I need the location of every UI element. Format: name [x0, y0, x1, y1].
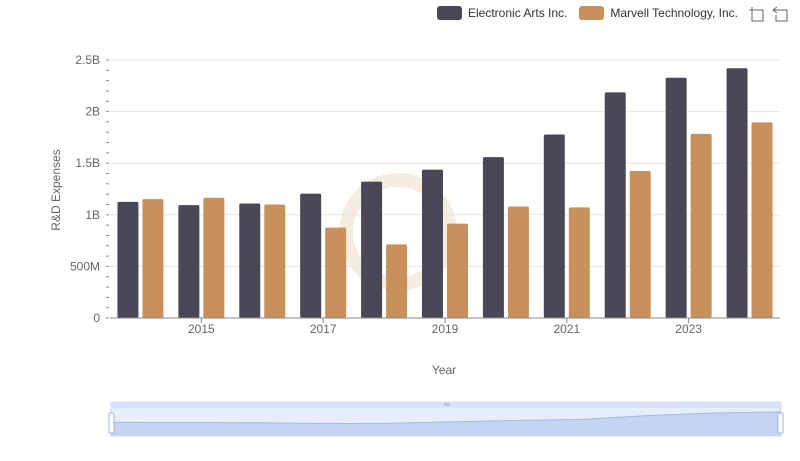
bar-marvell-2019[interactable]: [447, 223, 468, 318]
bar-marvell-2021[interactable]: [568, 207, 590, 318]
bar-marvell-2018[interactable]: [386, 244, 408, 318]
toolbox: [748, 6, 788, 22]
legend-item-electronic-arts[interactable]: Electronic Arts Inc.: [437, 6, 567, 20]
bar-series: [117, 68, 773, 319]
y-tick-label: 2.5B: [75, 53, 100, 67]
y-tick-label: 0: [93, 311, 100, 325]
x-axis-title: Year: [432, 363, 456, 377]
zoom-reset-icon[interactable]: [772, 6, 788, 22]
bar-marvell-2014[interactable]: [142, 199, 164, 318]
legend-swatch-marvell: [579, 6, 605, 20]
y-tick-label: 2B: [85, 105, 100, 119]
x-tick-label: 2019: [432, 322, 459, 336]
bar-electronic-arts-2021[interactable]: [543, 134, 565, 318]
datazoom-handle-left[interactable]: [108, 412, 115, 434]
y-axis-title: R&D Expenses: [49, 149, 63, 230]
bar-marvell-2024[interactable]: [751, 122, 773, 319]
bar-electronic-arts-2015[interactable]: [178, 205, 200, 318]
legend-swatch-electronic-arts: [437, 6, 462, 20]
legend-item-marvell[interactable]: Marvell Technology, Inc.: [579, 6, 738, 20]
bar-electronic-arts-2017[interactable]: [300, 193, 322, 318]
bar-electronic-arts-2018[interactable]: [361, 181, 383, 318]
bar-marvell-2022[interactable]: [629, 171, 651, 318]
bar-marvell-2017[interactable]: [325, 227, 347, 318]
legend-label-marvell: Marvell Technology, Inc.: [610, 6, 738, 20]
y-tick-label: 1.5B: [75, 156, 100, 170]
bar-electronic-arts-2023[interactable]: [665, 77, 687, 318]
legend: Electronic Arts Inc. Marvell Technology,…: [437, 4, 738, 22]
y-tick-label: 1B: [85, 208, 100, 222]
y-tick-label: 500M: [70, 259, 100, 273]
x-tick-label: 2017: [310, 322, 337, 336]
data-zoom-slider[interactable]: [108, 401, 784, 437]
datazoom-line: [110, 411, 782, 425]
bar-marvell-2020[interactable]: [507, 206, 529, 318]
datazoom-handle-right[interactable]: [777, 412, 784, 434]
bar-electronic-arts-2016[interactable]: [239, 203, 261, 318]
bar-marvell-2023[interactable]: [690, 133, 712, 318]
bar-electronic-arts-2024[interactable]: [726, 68, 748, 318]
bar-electronic-arts-2019[interactable]: [422, 169, 443, 318]
x-axis: 2015 2017 2019 2021 2023: [110, 317, 780, 336]
y-axis: 0 500M 1B 1.5B 2B 2.5B: [70, 53, 109, 325]
bar-marvell-2016[interactable]: [264, 204, 286, 318]
bar-electronic-arts-2014[interactable]: [117, 201, 139, 318]
x-tick-label: 2021: [553, 322, 580, 336]
x-tick-label: 2023: [675, 322, 702, 336]
bar-electronic-arts-2020[interactable]: [482, 157, 504, 318]
legend-label-electronic-arts: Electronic Arts Inc.: [468, 6, 568, 20]
bar-marvell-2015[interactable]: [203, 197, 225, 318]
datazoom-grip-icon[interactable]: [444, 403, 450, 406]
bar-electronic-arts-2022[interactable]: [604, 92, 626, 318]
x-tick-label: 2015: [188, 322, 215, 336]
zoom-crosshair-icon[interactable]: [748, 6, 764, 22]
